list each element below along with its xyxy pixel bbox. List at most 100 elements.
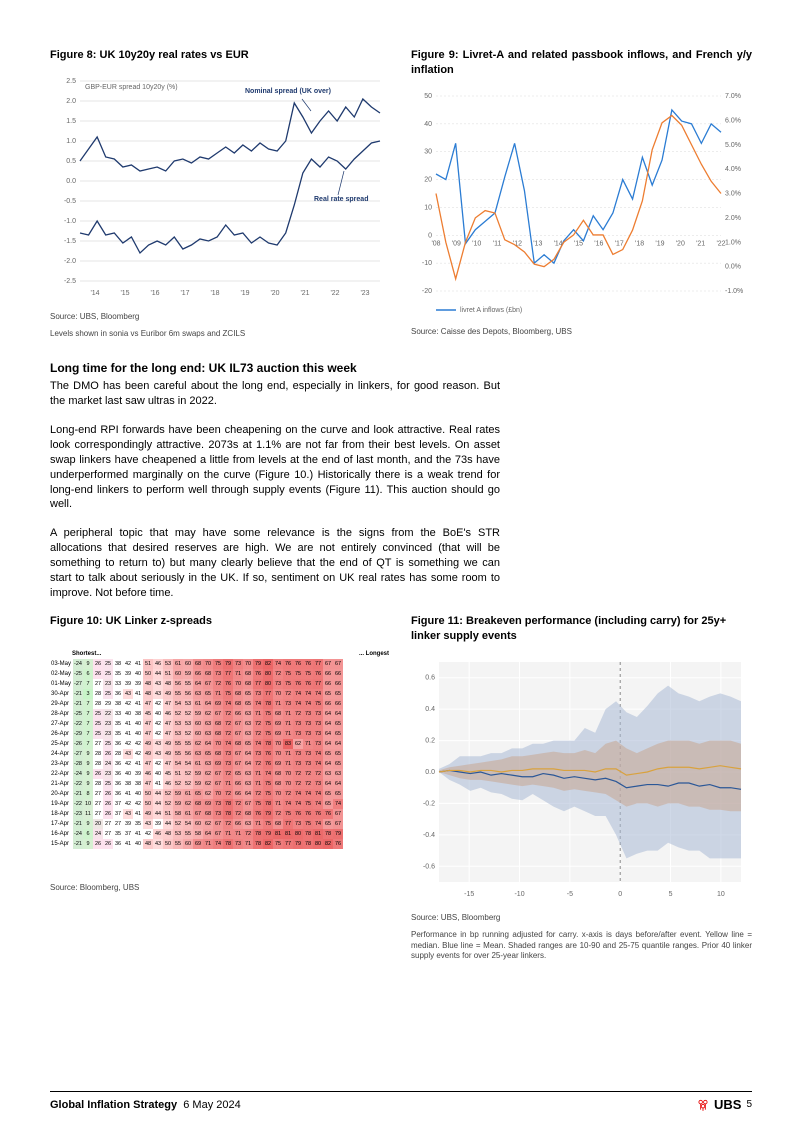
svg-text:'23: '23 [360,290,369,297]
figure8-title: Figure 8: UK 10y20y real rates vs EUR [50,48,391,63]
svg-text:'22: '22 [330,290,339,297]
svg-text:Nominal spread (UK over): Nominal spread (UK over) [245,88,331,95]
svg-text:'19: '19 [240,290,249,297]
svg-text:0.6: 0.6 [425,675,435,682]
svg-text:'20: '20 [270,290,279,297]
ubs-logo: UBS [696,1097,741,1112]
svg-text:40: 40 [424,121,432,128]
svg-text:20: 20 [424,176,432,183]
figure8-source: Source: UBS, Bloomberg [50,312,391,323]
svg-text:1.0%: 1.0% [725,239,741,246]
ubs-text: UBS [714,1097,741,1112]
svg-text:GBP-EUR spread 10y20y (%): GBP-EUR spread 10y20y (%) [85,84,178,91]
svg-text:0.2: 0.2 [425,738,435,745]
svg-text:Real rate spread: Real rate spread [314,196,368,203]
svg-text:50: 50 [424,93,432,100]
section2-title: Long time for the long end: UK IL73 auct… [50,361,752,375]
svg-text:-20: -20 [422,288,432,295]
figure8-chart: -2.5-2.0-1.5-1.0-0.50.00.51.01.52.02.5GB… [50,71,390,301]
svg-text:livret A inflows (£bn): livret A inflows (£bn) [460,307,522,314]
svg-text:5: 5 [669,891,673,898]
svg-text:'13: '13 [533,240,542,247]
svg-text:'15: '15 [120,290,129,297]
svg-text:-2.5: -2.5 [64,278,76,285]
svg-text:0: 0 [428,232,432,239]
page-footer: Global Inflation Strategy 6 May 2024 UBS… [50,1091,752,1112]
svg-text:2.5: 2.5 [66,78,76,85]
svg-text:0.0: 0.0 [66,178,76,185]
svg-text:0.5: 0.5 [66,158,76,165]
heatmap-header: Shortest... ... Longest [50,651,391,659]
section2-p1: The DMO has been careful about the long … [50,379,500,409]
figure9-block: Figure 9: Livret-A and related passbook … [411,48,752,339]
footer-title: Global Inflation Strategy [50,1099,177,1111]
svg-text:'20: '20 [676,240,685,247]
figures-row-1: Figure 8: UK 10y20y real rates vs EUR -2… [50,48,752,339]
svg-text:10: 10 [424,204,432,211]
svg-text:-0.6: -0.6 [423,863,435,870]
svg-text:'22: '22 [716,240,725,247]
svg-text:'18: '18 [635,240,644,247]
svg-text:30: 30 [424,148,432,155]
figure11-title: Figure 11: Breakeven performance (includ… [411,614,752,644]
figure10-source: Source: Bloomberg, UBS [50,883,391,894]
ubs-keys-icon [696,1098,710,1112]
footer-right: UBS 5 [696,1097,752,1112]
svg-text:-1.5: -1.5 [64,238,76,245]
svg-text:'08: '08 [431,240,440,247]
svg-text:-15: -15 [464,891,474,898]
svg-text:10: 10 [717,891,725,898]
figure8-block: Figure 8: UK 10y20y real rates vs EUR -2… [50,48,391,339]
figure9-source: Source: Caisse des Depots, Bloomberg, UB… [411,327,752,338]
svg-text:'21: '21 [300,290,309,297]
section2-p2: Long-end RPI forwards have been cheapeni… [50,423,500,512]
svg-text:'09: '09 [452,240,461,247]
svg-text:-0.5: -0.5 [64,198,76,205]
svg-text:'21: '21 [696,240,705,247]
svg-text:'11: '11 [493,240,502,247]
svg-text:0.0: 0.0 [425,769,435,776]
svg-text:3.0%: 3.0% [725,190,741,197]
svg-text:'19: '19 [655,240,664,247]
svg-text:-5: -5 [567,891,573,898]
svg-text:'14: '14 [90,290,99,297]
figure11-note: Performance in bp running adjusted for c… [411,930,752,962]
svg-text:-2.0: -2.0 [64,258,76,265]
svg-text:'18: '18 [210,290,219,297]
svg-text:6.0%: 6.0% [725,117,741,124]
figure9-title: Figure 9: Livret-A and related passbook … [411,48,752,78]
figure10-block: Figure 10: UK Linker z-spreads Shortest.… [50,614,391,962]
svg-text:'17: '17 [180,290,189,297]
svg-text:2.0%: 2.0% [725,215,741,222]
svg-text:'15: '15 [574,240,583,247]
svg-text:-10: -10 [514,891,524,898]
svg-text:5.0%: 5.0% [725,141,741,148]
figure9-chart: -20 -10 0 10 20 30 40 50 -1.0% 0.0% 1.0% 2.0% 3.0% 4.… [411,86,751,316]
svg-text:-1.0: -1.0 [64,218,76,225]
svg-text:7.0%: 7.0% [725,93,741,100]
svg-text:4.0%: 4.0% [725,166,741,173]
svg-text:2.0: 2.0 [66,98,76,105]
svg-text:1.5: 1.5 [66,118,76,125]
svg-text:0: 0 [618,891,622,898]
svg-text:-0.2: -0.2 [423,801,435,808]
svg-text:'16: '16 [150,290,159,297]
figures-row-2: Figure 10: UK Linker z-spreads Shortest.… [50,614,752,962]
svg-text:-1.0%: -1.0% [725,288,743,295]
footer-left: Global Inflation Strategy 6 May 2024 [50,1099,241,1111]
svg-text:-10: -10 [422,260,432,267]
figure8-note: Levels shown in sonia vs Euribor 6m swap… [50,329,391,340]
heatmap-header-left: Shortest... [72,651,101,657]
heatmap-header-right: ... Longest [359,651,389,657]
svg-text:0.0%: 0.0% [725,263,741,270]
footer-date: 6 May 2024 [183,1099,240,1111]
page-number: 5 [746,1099,752,1110]
section2-p3: A peripheral topic that may have some re… [50,526,500,600]
svg-text:-0.4: -0.4 [423,832,435,839]
figure11-chart: -0.6 -0.4 -0.2 0.0 0.2 0.4 0.6 -15 -10 -5 0 5 10 [411,652,751,902]
figure11-block: Figure 11: Breakeven performance (includ… [411,614,752,962]
svg-text:'16: '16 [594,240,603,247]
svg-text:0.4: 0.4 [425,706,435,713]
figure10-title: Figure 10: UK Linker z-spreads [50,614,391,629]
svg-text:'10: '10 [472,240,481,247]
